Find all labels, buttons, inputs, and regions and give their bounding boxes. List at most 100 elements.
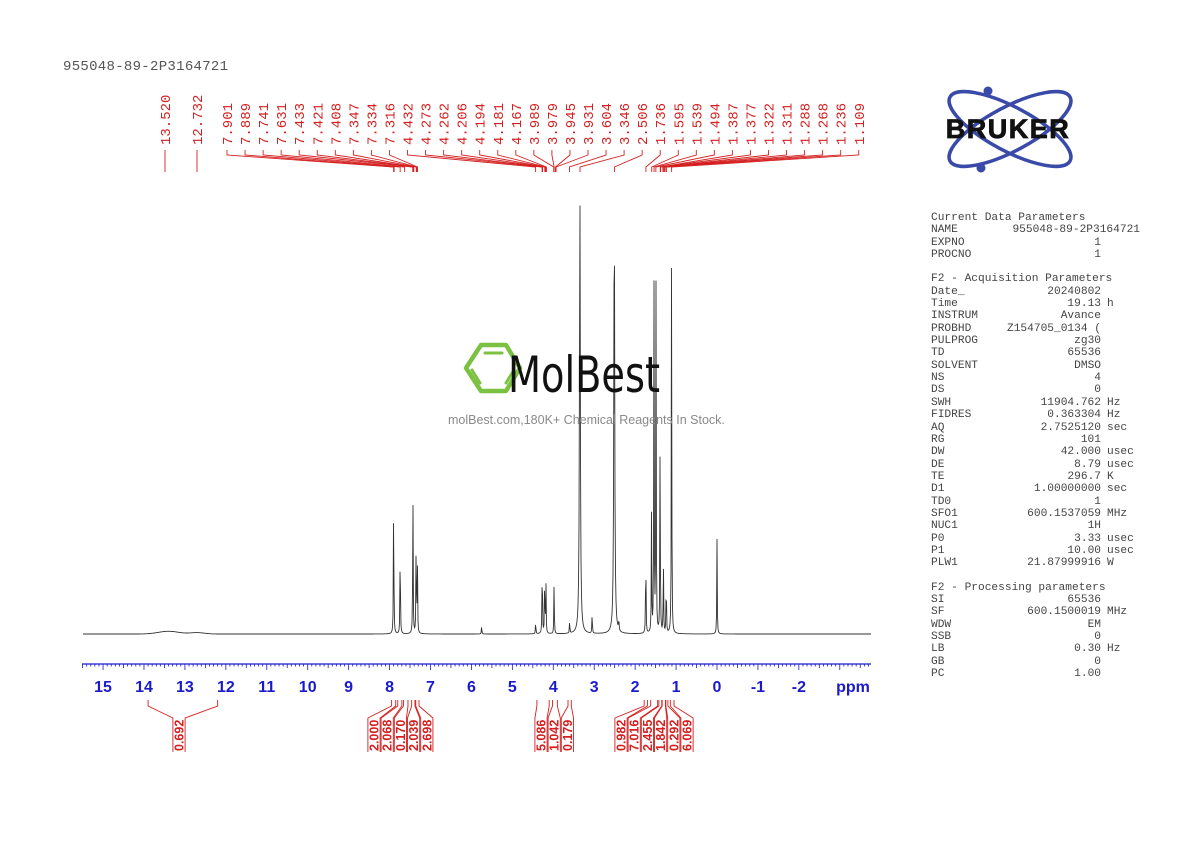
nmr-spectrum-chart: 13.520 12.732 7.901 7.889 7.741 7.631 7.433 7.4… — [82, 95, 871, 752]
axis-tick-label: 15 — [94, 679, 112, 696]
peak-label: 4.262 — [438, 103, 454, 145]
axis-tick-label: 5 — [508, 679, 517, 696]
current-data-parameters: Current Data Parameters NAME 955048-89-2P… — [931, 212, 1146, 261]
param-value: 1 — [1094, 249, 1101, 262]
peak-label: 1.377 — [744, 103, 760, 145]
integral-value: 1.042 — [548, 720, 562, 751]
param-key: GB — [931, 655, 945, 668]
param-key: P0 — [931, 532, 945, 545]
param-row-gb: GB 0 — [931, 656, 1146, 668]
peak-label: 4.167 — [510, 103, 526, 145]
axis-tick-label: 3 — [590, 679, 599, 696]
integrals: 0.692 2.000 2.068 0.170 2.039 2.698 5.086 1.042… — [147, 700, 695, 752]
acquisition-parameters-panel: Current Data Parameters NAME 955048-89-2P… — [931, 212, 1146, 692]
section-title: F2 - Processing parameters — [931, 581, 1106, 594]
peak-label: 4.206 — [456, 103, 472, 145]
param-row-name: NAME 955048-89-2P3164721 — [931, 224, 1146, 236]
param-unit — [1101, 310, 1107, 322]
param-unit: usec — [1107, 458, 1134, 471]
hexagon-icon — [463, 342, 523, 394]
peak-label: 3.989 — [528, 103, 544, 145]
peak-label: 1.736 — [654, 103, 670, 145]
param-row-rg: RG 101 — [931, 434, 1146, 446]
axis-tick-label: -2 — [792, 679, 806, 696]
peak-label: 13.520 — [159, 95, 175, 145]
param-value: 1.00 — [1074, 668, 1101, 681]
param-unit — [1101, 434, 1107, 446]
param-row-fidres: FIDRES 0.363304 Hz — [931, 409, 1146, 421]
peak-label: 7.421 — [311, 103, 327, 145]
param-row-wdw: WDW EM — [931, 619, 1146, 631]
peak-label: 1.494 — [708, 103, 724, 145]
param-value: 101 — [1080, 433, 1101, 446]
param-key: SFO1 — [931, 507, 958, 520]
param-value: 0 — [1094, 384, 1101, 397]
peak-label: 2.506 — [636, 103, 652, 145]
param-value: 955048-89-2P3164721 — [1012, 224, 1140, 237]
param-value: EM — [1087, 618, 1101, 631]
peak-label: 7.741 — [257, 103, 273, 145]
param-unit — [1101, 496, 1107, 508]
param-key: DW — [931, 446, 945, 459]
param-key: SWH — [931, 396, 952, 409]
param-key: SF — [931, 606, 945, 619]
param-value: 1H — [1087, 520, 1101, 533]
param-key: INSTRUM — [931, 310, 978, 323]
integral-value: 1.842 — [654, 720, 668, 751]
axis-tick-label: 2 — [631, 679, 640, 696]
param-value: 4 — [1094, 372, 1101, 385]
peak-label: 3.945 — [564, 103, 580, 145]
param-unit — [1101, 594, 1107, 606]
param-unit: h — [1107, 298, 1114, 311]
axis-tick-label: 6 — [467, 679, 476, 696]
param-row-solvent: SOLVENT DMSO — [931, 360, 1146, 372]
axis-tick-label: 14 — [135, 679, 153, 696]
param-key: SSB — [931, 631, 952, 643]
param-unit: K — [1107, 470, 1114, 483]
param-value: 600.1537059 — [1027, 507, 1101, 520]
param-value: DMSO — [1074, 359, 1101, 372]
peak-label: 7.408 — [329, 103, 345, 145]
param-key: PROCNO — [931, 249, 972, 262]
param-value: 296.7 — [1067, 470, 1101, 483]
param-key: DE — [931, 458, 945, 471]
param-unit: sec — [1107, 421, 1128, 434]
param-key: LB — [931, 643, 945, 656]
integral-value: 2.000 — [368, 720, 382, 751]
param-unit: Hz — [1107, 409, 1121, 422]
param-row-pc: PC 1.00 — [931, 668, 1146, 680]
param-value: 10.00 — [1067, 544, 1101, 557]
param-unit: MHz — [1107, 507, 1128, 520]
peak-label: 3.979 — [546, 103, 562, 145]
param-key: TE — [931, 470, 945, 483]
param-unit — [1140, 224, 1146, 236]
param-row-ds: DS 0 — [931, 384, 1146, 396]
param-row-pulprog: PULPROG zg30 — [931, 335, 1146, 347]
param-unit — [1101, 335, 1107, 347]
integral-value: 0.170 — [394, 720, 408, 751]
param-row-plw1: PLW1 21.87999916 W — [931, 557, 1146, 569]
param-key: FIDRES — [931, 409, 972, 422]
peak-label: 3.604 — [600, 103, 616, 145]
param-unit: sec — [1107, 483, 1128, 496]
axis-tick-label: 10 — [299, 679, 317, 696]
param-value: Avance — [1060, 310, 1101, 323]
param-value: 1 — [1094, 495, 1101, 508]
molbest-tagline: molBest.com,180K+ Chemical Reagents In S… — [448, 413, 725, 427]
param-key: PROBHD — [931, 322, 972, 335]
peak-labels: 13.520 12.732 7.901 7.889 7.741 7.631 7.433 7.4… — [159, 95, 869, 172]
param-value: 1 — [1094, 236, 1101, 249]
peak-label: 1.236 — [835, 103, 851, 145]
param-row-swh: SWH 11904.762 Hz — [931, 397, 1146, 409]
peak-label: 1.387 — [726, 103, 742, 145]
param-unit — [1101, 237, 1107, 249]
axis-unit-label: ppm — [836, 679, 870, 696]
param-unit: Hz — [1107, 396, 1121, 409]
axis-tick-label: 12 — [217, 679, 235, 696]
param-value: 42.000 — [1060, 446, 1101, 459]
param-unit: usec — [1107, 446, 1134, 459]
param-key: Time — [931, 298, 958, 311]
integral-value: 2.455 — [641, 720, 655, 751]
axis-tick-label: -1 — [751, 679, 765, 696]
param-row-td0: TD0 1 — [931, 496, 1146, 508]
